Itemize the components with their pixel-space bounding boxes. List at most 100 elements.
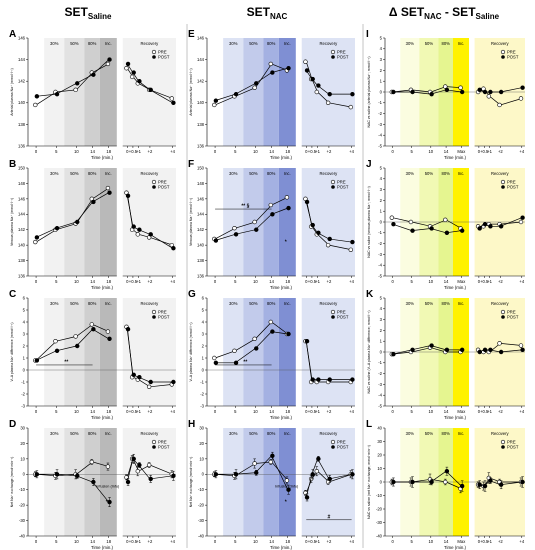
x-tick-label: 18	[106, 409, 111, 414]
band-label: Inc.	[458, 171, 465, 176]
x-tick-label: 0	[126, 409, 129, 414]
x-tick-label: +4	[519, 149, 524, 154]
post-point	[148, 232, 153, 237]
x-tick-label: +0.5	[480, 539, 489, 544]
post-point	[498, 349, 504, 355]
y-tick-label: 138	[197, 122, 205, 127]
post-point	[410, 347, 415, 353]
y-tick-label: 148	[197, 181, 205, 186]
y-tick-label: 2	[380, 68, 383, 73]
post-point	[410, 479, 415, 485]
band-label: Inc.	[105, 431, 112, 436]
intensity-band	[243, 428, 264, 536]
pre-point	[518, 219, 524, 225]
x-tick-label: +4	[349, 279, 354, 284]
post-point	[520, 215, 525, 220]
x-tick-label: 18	[285, 149, 290, 154]
y-tick-label: 30	[199, 425, 204, 430]
post-point	[75, 473, 80, 479]
legend-pre-label: PRE	[337, 440, 346, 445]
y-tick-label: 142	[18, 79, 26, 84]
post-point	[520, 85, 525, 90]
post-point	[444, 469, 450, 474]
post-point	[482, 483, 488, 489]
post-point	[54, 472, 60, 477]
x-tick-label: 0	[391, 149, 394, 154]
post-point	[520, 347, 525, 353]
post-point	[410, 89, 415, 95]
x-tick-label: +0.5	[480, 409, 489, 414]
x-tick-label: 0	[126, 539, 129, 544]
legend-pre-label: PRE	[507, 180, 516, 185]
y-tick-label: 138	[18, 258, 26, 263]
x-tick-label: 14	[444, 409, 449, 414]
band-label: 30%	[50, 41, 59, 46]
legend-post-label: POST	[337, 315, 349, 320]
pre-point	[105, 329, 111, 334]
y-tick-label: -20	[376, 506, 383, 511]
recovery-label: Recovery	[491, 301, 510, 306]
y-tick-label: -4	[378, 133, 382, 138]
band-label: 80%	[267, 431, 276, 436]
legend-post-label: POST	[158, 445, 170, 450]
intensity-band	[223, 38, 244, 146]
pre-point	[314, 469, 319, 474]
band-label: Inc.	[458, 301, 465, 306]
post-point	[233, 91, 239, 97]
panel-a: A30% 50% 80% Inc. Recovery136138140142144146…	[9, 29, 176, 160]
x-tick-label: 10	[74, 279, 79, 284]
post-point	[137, 78, 142, 84]
panel-label: E	[188, 29, 195, 40]
intensity-band	[223, 428, 244, 536]
intensity-band	[64, 38, 85, 146]
recovery-label: Recovery	[491, 171, 510, 176]
y-tick-label: 0	[23, 472, 26, 477]
x-tick-label: +4	[349, 539, 354, 544]
band-label: Inc.	[458, 431, 465, 436]
x-tick-label: 0	[214, 539, 217, 544]
post-point	[286, 205, 291, 211]
recovery-band	[301, 298, 355, 406]
post-point	[286, 487, 291, 492]
y-tick-label: 144	[18, 57, 26, 62]
x-tick-label: 14	[444, 539, 449, 544]
legend-pre-label: PRE	[158, 180, 167, 185]
panel-label: B	[9, 159, 16, 170]
significance-label: ** §	[241, 204, 249, 210]
x-axis-label: Time (min.)	[91, 155, 114, 160]
x-tick-label: 0	[214, 409, 217, 414]
significance-star: *	[285, 240, 287, 246]
post-point	[477, 226, 482, 231]
y-tick-label: 4	[380, 46, 383, 51]
x-tick-label: 0	[391, 279, 394, 284]
intensity-band	[84, 38, 100, 146]
pre-point	[348, 247, 353, 252]
post-point	[148, 476, 153, 482]
y-tick-label: 136	[18, 143, 26, 148]
x-tick-label: 14	[90, 539, 95, 544]
pre-point	[389, 215, 395, 220]
x-tick-label: +0.5	[480, 279, 489, 284]
y-tick-label: 140	[197, 243, 205, 248]
y-tick-label: 142	[18, 227, 26, 232]
x-tick-label: +0.5	[129, 279, 138, 284]
y-axis-label: NAC vs saline (arterial plasma Na⁺; mmol…	[367, 57, 371, 128]
band-label: Inc.	[105, 301, 112, 306]
y-tick-label: 4	[23, 319, 26, 324]
pre-point	[268, 61, 273, 67]
band-label: Inc.	[284, 431, 291, 436]
band-label: 80%	[267, 41, 276, 46]
post-point	[444, 230, 450, 236]
x-tick-label: +4	[170, 409, 175, 414]
band-label: 80%	[267, 301, 276, 306]
x-axis-label: Time (min.)	[270, 285, 293, 290]
post-point	[270, 453, 275, 458]
x-tick-label: 18	[285, 409, 290, 414]
pre-point	[325, 100, 331, 106]
post-point	[137, 462, 142, 468]
significance-label: **	[64, 359, 68, 365]
intensity-band	[263, 298, 279, 406]
pre-point	[458, 85, 463, 90]
post-point	[316, 377, 321, 382]
